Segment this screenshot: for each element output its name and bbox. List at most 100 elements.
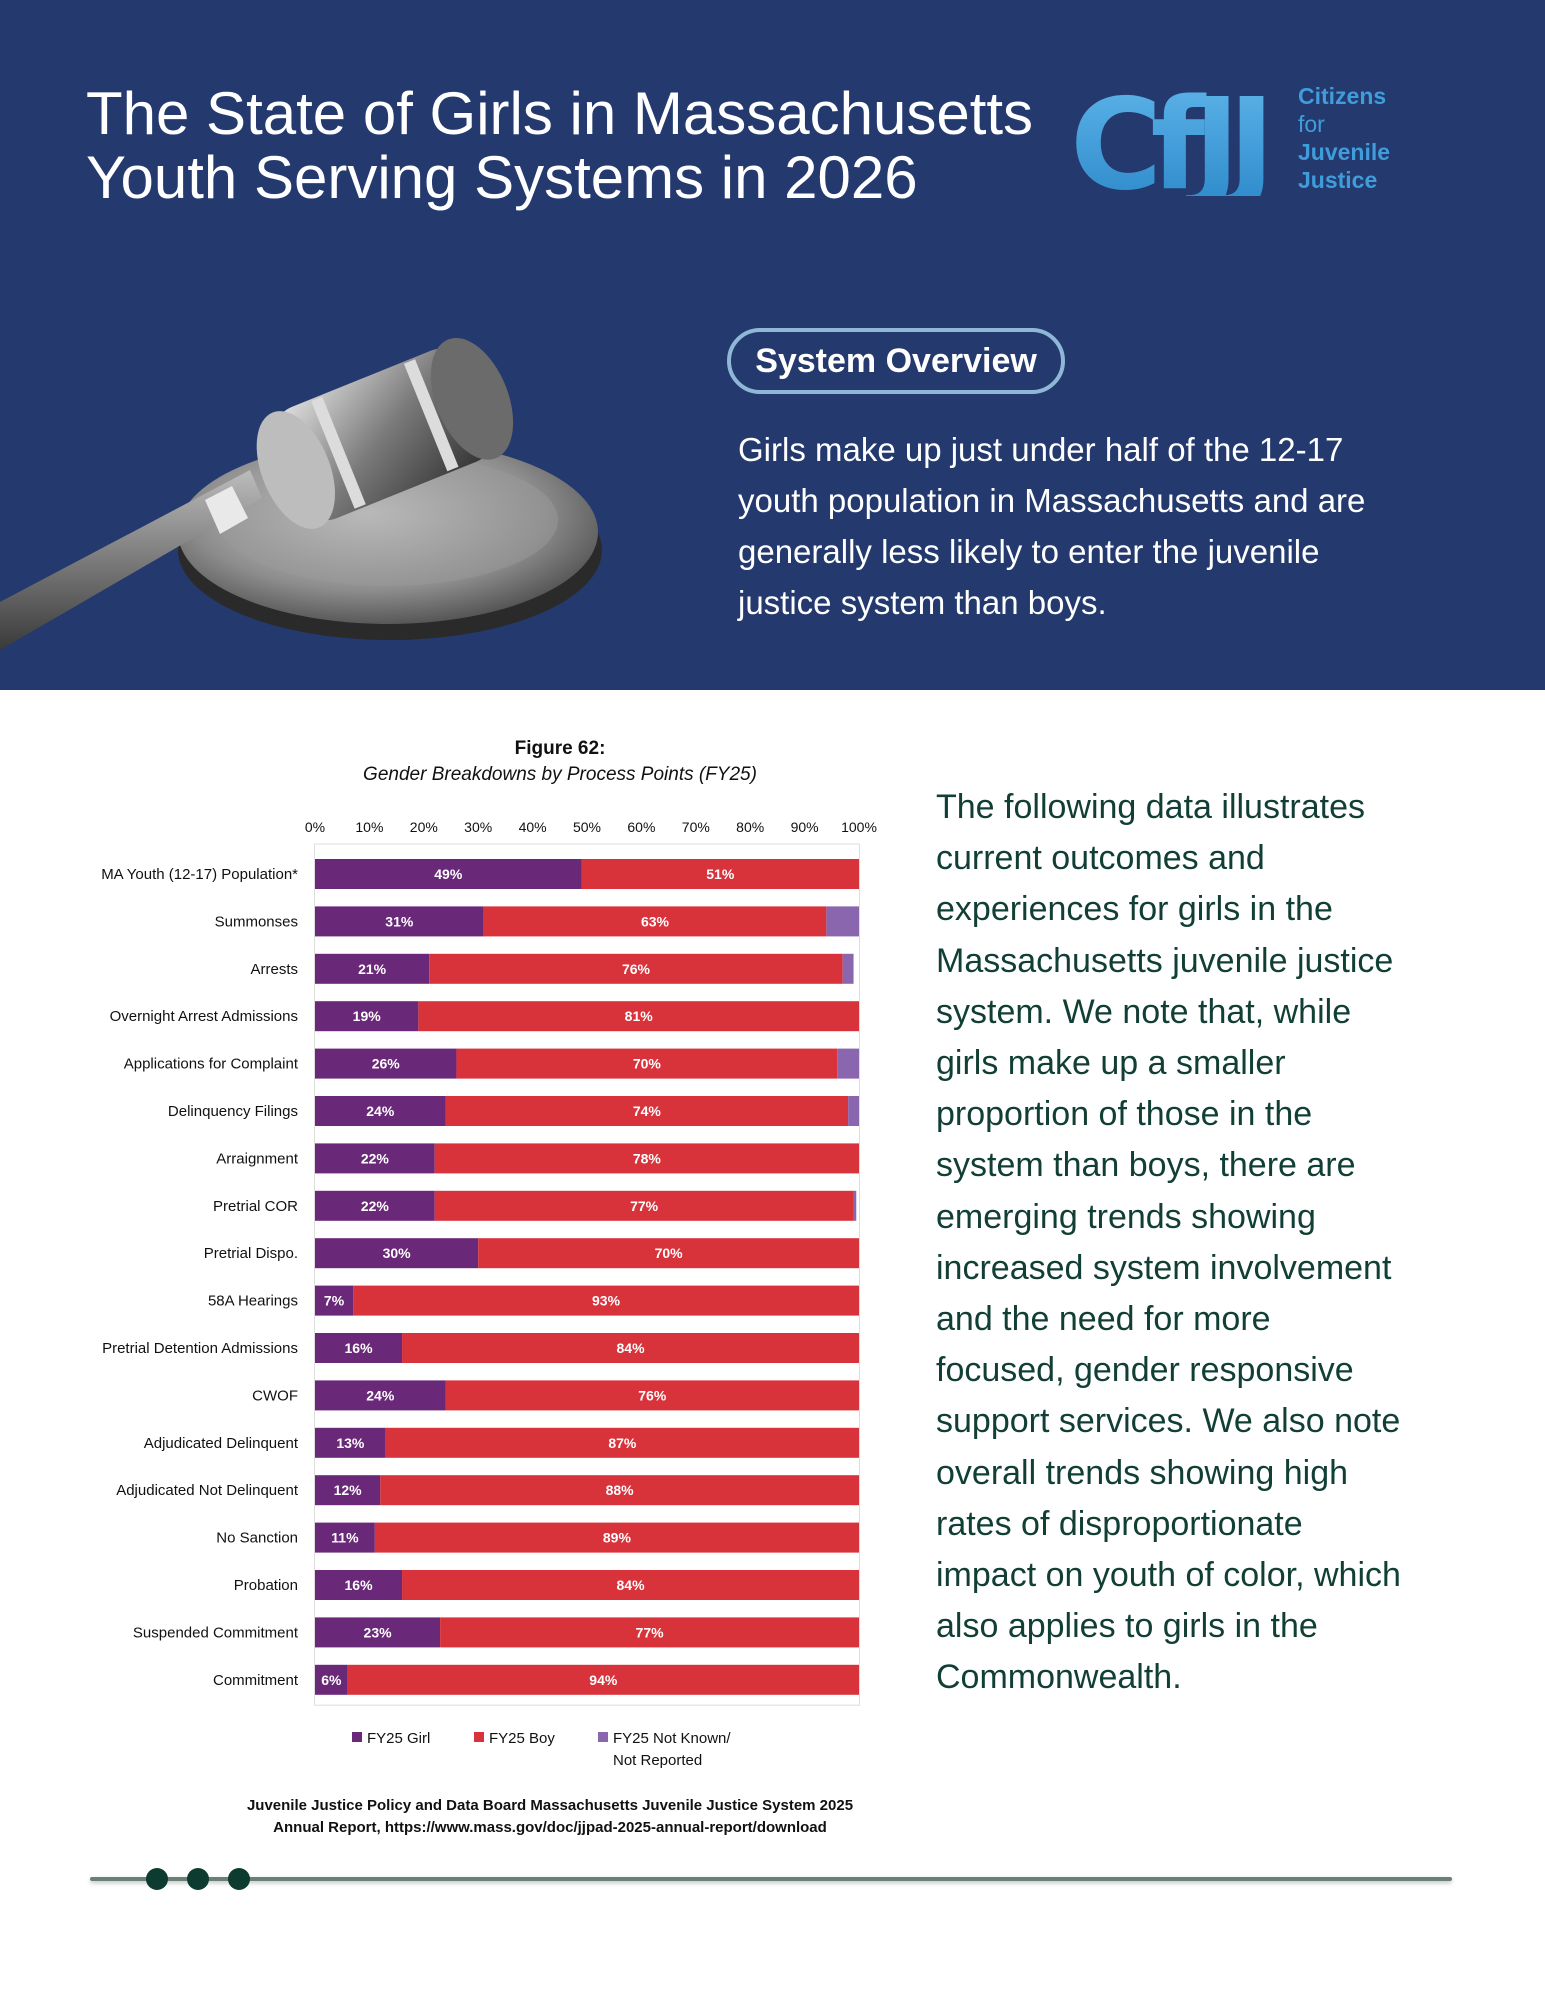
source-citation: Juvenile Justice Policy and Data Board M…: [246, 1797, 854, 1836]
bar-segment: [402, 1570, 859, 1600]
bar-segment: [456, 1048, 838, 1079]
data-label-girl: 16%: [345, 1577, 374, 1593]
data-label-girl: 30%: [383, 1245, 412, 1261]
category-label: Probation: [234, 1577, 298, 1594]
x-tick-label: 10%: [355, 819, 383, 835]
data-label-girl: 49%: [434, 866, 463, 882]
bar-segment: [315, 1380, 446, 1411]
overview-text: Girls make up just under half of the 12-…: [738, 431, 1366, 621]
x-tick-label: 70%: [682, 819, 710, 835]
bar-segment: [315, 1570, 403, 1600]
x-tick-label: 20%: [410, 819, 438, 835]
data-label-boy: 88%: [606, 1482, 635, 1498]
data-label-girl: 31%: [385, 913, 414, 929]
footer-dot: [187, 1868, 209, 1890]
legend-item-unknown: FY25 Not Known/ Not Reported: [598, 1728, 731, 1772]
bar-segment: [315, 1190, 435, 1221]
bar-segment: [445, 1380, 859, 1411]
data-label-boy: 77%: [630, 1198, 659, 1214]
legend-label-boy: FY25 Boy: [489, 1730, 555, 1747]
bar-segment: [315, 1427, 386, 1458]
bar-segment: [581, 859, 859, 889]
bar-segment: [315, 1333, 403, 1363]
category-label: Arrests: [250, 961, 298, 978]
category-label: Pretrial COR: [213, 1198, 298, 1215]
category-label: Adjudicated Delinquent: [144, 1435, 299, 1452]
cfjj-logo-mark: CfJJ: [1070, 80, 1276, 196]
legend-label-girl: FY25 Girl: [367, 1730, 431, 1747]
category-label: Arraignment: [216, 1150, 299, 1167]
cfjj-logo: CfJJ Citizens for Juvenile Justice: [1068, 80, 1428, 200]
bar-segment: [385, 1427, 859, 1458]
footer-divider: [90, 1860, 1460, 1900]
bar-segment: [374, 1522, 859, 1553]
data-label-boy: 78%: [633, 1150, 662, 1166]
category-label: Summonses: [215, 913, 298, 930]
body-paragraph: The following data illustrates current o…: [936, 788, 1401, 1697]
bar-segment: [853, 1190, 857, 1221]
data-label-boy: 63%: [641, 913, 670, 929]
data-label-boy: 81%: [625, 1008, 654, 1024]
legend-swatch-girl: [352, 1732, 362, 1742]
category-label: Applications for Complaint: [124, 1056, 299, 1073]
data-label-girl: 6%: [321, 1672, 342, 1688]
category-label: Pretrial Detention Admissions: [102, 1340, 298, 1357]
data-label-girl: 24%: [366, 1387, 395, 1403]
data-label-boy: 70%: [633, 1056, 662, 1072]
bar-segment: [418, 1001, 859, 1032]
bar-segment: [315, 953, 430, 984]
bar-segment: [347, 1664, 859, 1695]
data-label-boy: 89%: [603, 1530, 632, 1546]
data-label-boy: 51%: [706, 866, 735, 882]
data-label-boy: 94%: [589, 1672, 618, 1688]
data-label-girl: 16%: [345, 1340, 374, 1356]
bar-segment: [315, 859, 582, 889]
data-label-boy: 76%: [622, 961, 651, 977]
bar-segment: [380, 1475, 859, 1506]
data-label-girl: 13%: [336, 1435, 365, 1451]
bar-segment: [315, 1617, 441, 1648]
data-label-girl: 24%: [366, 1103, 395, 1119]
data-label-girl: 12%: [334, 1482, 363, 1498]
x-tick-label: 60%: [627, 819, 655, 835]
plot-frame: [314, 843, 860, 1706]
svg-text:CfJJ: CfJJ: [1070, 80, 1264, 196]
category-label: No Sanction: [216, 1530, 298, 1547]
page-title: The State of Girls in Massachusetts Yout…: [86, 80, 1034, 211]
category-label: Delinquency Filings: [168, 1103, 298, 1120]
data-label-boy: 76%: [638, 1387, 667, 1403]
bar-segment: [402, 1333, 859, 1363]
category-label: 58A Hearings: [208, 1293, 298, 1310]
x-tick-label: 40%: [519, 819, 547, 835]
bar-segment: [842, 953, 854, 984]
x-tick-label: 90%: [791, 819, 819, 835]
bar-segment: [483, 906, 827, 937]
bar-segment: [315, 1285, 354, 1316]
bar-segment: [315, 1522, 375, 1553]
header-banner: The State of Girls in Massachusetts Yout…: [0, 0, 1545, 690]
bar-segment: [434, 1190, 854, 1221]
bar-segment: [429, 953, 843, 984]
data-label-boy: 93%: [592, 1293, 621, 1309]
data-label-girl: 11%: [331, 1530, 359, 1546]
data-label-girl: 23%: [364, 1624, 393, 1640]
legend-swatch-unknown: [598, 1732, 608, 1742]
data-label-boy: 77%: [636, 1624, 665, 1640]
bar-segment: [315, 1475, 381, 1506]
data-label-girl: 22%: [361, 1150, 390, 1166]
system-overview-pill: System Overview: [727, 328, 1065, 394]
chart-legend: FY25 Girl FY25 Boy FY25 Not Known/ Not R…: [346, 1728, 846, 1778]
x-tick-label: 50%: [573, 819, 601, 835]
category-label: Adjudicated Not Delinquent: [116, 1482, 299, 1499]
bar-segment: [478, 1238, 859, 1269]
bar-segment: [353, 1285, 859, 1316]
bar-segment: [434, 1143, 859, 1174]
bar-segment: [440, 1617, 859, 1648]
data-label-boy: 84%: [617, 1577, 646, 1593]
footer-dot: [228, 1868, 250, 1890]
data-label-boy: 84%: [617, 1340, 646, 1356]
data-label-boy: 87%: [608, 1435, 637, 1451]
gavel-image: [0, 337, 602, 650]
figure-subtitle: Gender Breakdowns by Process Points (FY2…: [363, 764, 757, 785]
bar-segment: [315, 1238, 479, 1269]
